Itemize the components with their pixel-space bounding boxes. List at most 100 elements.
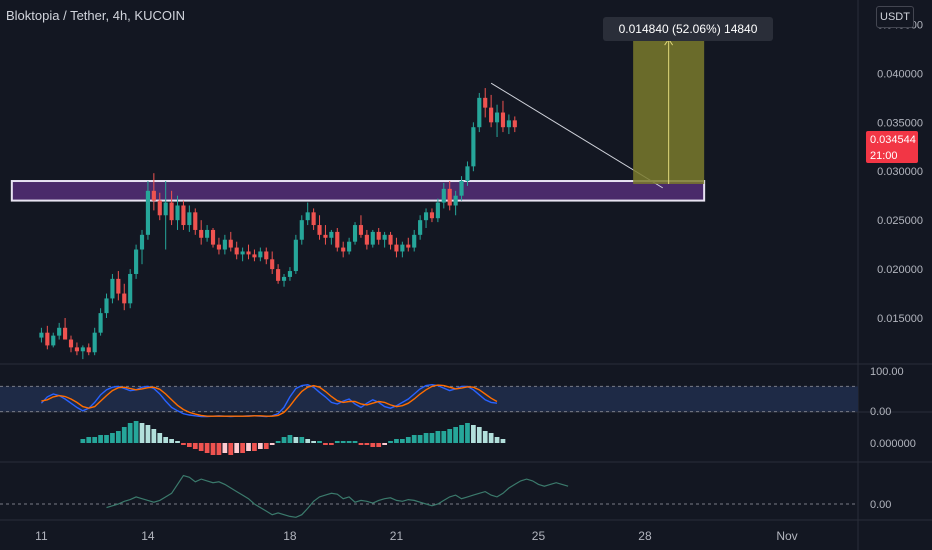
time-axis-tick: 25 <box>532 529 546 543</box>
histogram-bar <box>204 443 210 453</box>
histogram-bar <box>471 425 476 443</box>
candle-body <box>435 202 440 219</box>
histogram-bar <box>234 443 240 453</box>
histogram-bar <box>364 443 370 445</box>
histogram-bar <box>127 423 133 443</box>
candle-body <box>418 220 423 235</box>
histogram-bar <box>269 443 275 445</box>
candle-body <box>276 269 281 281</box>
candle-body <box>222 239 227 250</box>
candle-body <box>352 225 358 242</box>
candle-body <box>287 271 293 277</box>
candle-body <box>489 107 494 123</box>
candle-body <box>157 200 162 216</box>
candle-body <box>116 278 121 294</box>
histogram-bar <box>317 441 322 443</box>
support-zone <box>10 180 706 202</box>
histogram-bar <box>305 439 311 443</box>
candle-body <box>406 244 411 248</box>
candle-body <box>205 229 210 238</box>
candle-body <box>234 247 239 255</box>
candle-body <box>74 347 79 352</box>
price-axis-tick: 0.020000 <box>877 264 923 276</box>
price-axis-tick: 0.035000 <box>877 117 923 129</box>
candle-body <box>57 327 62 336</box>
histogram-bar <box>92 437 98 443</box>
histogram-bar <box>328 443 334 445</box>
time-axis-tick: 21 <box>390 529 404 543</box>
candle-body <box>68 339 74 348</box>
histogram-bar <box>447 429 453 443</box>
candle-body <box>86 347 91 353</box>
candle-body <box>370 231 375 245</box>
histogram-bar <box>121 427 127 443</box>
histogram-bar <box>405 437 411 443</box>
last-price-tag: 0.034544 21:00 <box>866 131 918 163</box>
histogram-bar <box>382 443 387 445</box>
time-axis-tick: 18 <box>283 529 297 543</box>
histogram-bar <box>139 423 145 443</box>
histogram-bar <box>151 429 157 443</box>
candle-body <box>104 298 109 314</box>
histogram-bar <box>411 435 417 443</box>
candle-body <box>264 251 269 260</box>
histogram-bar <box>323 443 328 445</box>
candle-body <box>317 225 322 235</box>
histogram-bar <box>216 443 222 455</box>
histogram-bar <box>257 443 263 449</box>
oscillator-line <box>106 474 569 518</box>
histogram-bar <box>246 443 251 451</box>
candle-body <box>199 229 204 238</box>
histogram-bar <box>275 441 281 443</box>
histogram-bar <box>346 441 352 443</box>
histogram-bar <box>494 437 500 443</box>
histogram-bar <box>198 443 204 451</box>
candle-body <box>512 120 517 128</box>
candle-body <box>329 231 334 238</box>
candle-body <box>151 190 156 201</box>
candle-body <box>175 205 180 221</box>
price-axis-tick: 0.025000 <box>877 215 923 227</box>
candle-body <box>258 251 263 258</box>
histogram-bar <box>80 439 86 443</box>
histogram-bar <box>388 441 393 443</box>
histogram-bar <box>376 443 382 447</box>
candle-body <box>400 244 405 252</box>
candle-body <box>358 225 364 235</box>
candle-body <box>453 195 458 206</box>
candle-body <box>139 234 145 250</box>
candle-body <box>246 251 251 255</box>
last-price-value: 0.034544 <box>870 134 916 146</box>
histogram-bar <box>482 431 488 443</box>
histogram-bar <box>222 443 228 453</box>
stoch-band <box>0 386 858 412</box>
candle-body <box>169 202 174 221</box>
histogram-bar <box>299 437 305 443</box>
time-axis-tick: 14 <box>141 529 155 543</box>
histogram-bar <box>441 431 447 443</box>
candle-body <box>429 212 435 219</box>
stoch-axis-tick: 0.00 <box>870 406 891 418</box>
histogram-bar <box>175 441 180 443</box>
histogram-bar <box>186 443 192 447</box>
candle-body <box>311 212 316 226</box>
histogram-bar <box>181 443 186 445</box>
histogram-bar <box>86 437 92 443</box>
measure-label: 0.014840 (52.06%) 14840 <box>603 17 773 41</box>
currency-button[interactable]: USDT <box>876 6 914 28</box>
histogram-bar <box>429 433 435 443</box>
candle-body <box>376 231 381 240</box>
candle-body <box>335 231 340 248</box>
candle-body <box>252 254 257 258</box>
candle-body <box>441 188 446 203</box>
histogram-bar <box>340 441 346 443</box>
candle-body <box>465 166 470 182</box>
candle-body <box>299 220 304 240</box>
candle-body <box>122 293 127 304</box>
candle-body <box>163 202 168 216</box>
candle-body <box>500 112 506 128</box>
candle-body <box>281 276 287 281</box>
histogram-bar <box>417 435 423 443</box>
candle-body <box>347 241 352 252</box>
